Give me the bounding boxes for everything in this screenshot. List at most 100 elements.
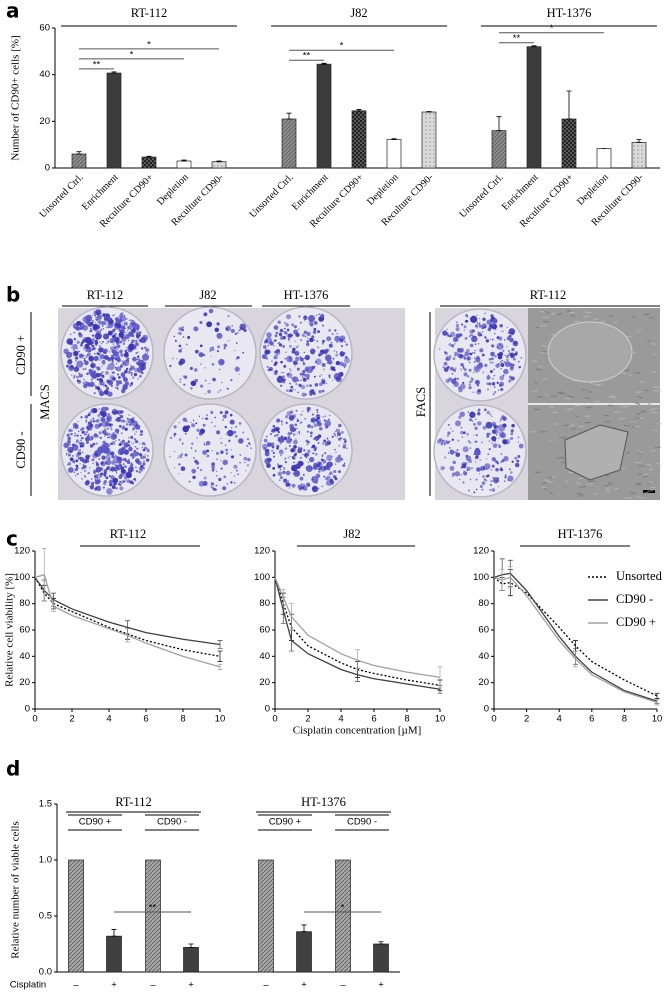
colony — [169, 364, 172, 368]
error-bar — [507, 566, 513, 589]
colony — [227, 340, 230, 342]
colony — [480, 350, 482, 353]
x-tick-label: – — [73, 980, 79, 991]
colony — [128, 414, 131, 416]
colony — [475, 458, 477, 460]
colony — [196, 437, 198, 439]
significance-label: ** — [513, 33, 521, 44]
colony — [216, 350, 220, 353]
colony — [139, 334, 141, 337]
colony — [193, 326, 199, 332]
colony — [146, 352, 149, 354]
colony — [127, 331, 134, 337]
colony — [343, 367, 346, 369]
colony — [289, 455, 291, 458]
colony — [323, 368, 325, 371]
colony — [331, 455, 333, 458]
colony — [454, 471, 460, 477]
colony — [121, 426, 126, 430]
colony — [476, 327, 479, 329]
colony — [451, 430, 454, 432]
colony — [130, 372, 133, 374]
colony — [127, 458, 130, 461]
colony — [450, 427, 452, 430]
colony — [182, 336, 185, 338]
colony — [91, 344, 95, 348]
colony — [473, 434, 475, 436]
colony — [325, 452, 327, 454]
colony — [101, 360, 106, 365]
colony — [123, 337, 126, 340]
colony — [99, 422, 103, 427]
colony — [125, 367, 129, 371]
colony — [277, 436, 280, 440]
texture — [636, 412, 641, 416]
colony — [498, 445, 502, 448]
colony — [103, 471, 107, 475]
colony — [469, 361, 471, 364]
colony — [496, 336, 500, 340]
texture — [628, 374, 632, 376]
colony — [470, 315, 478, 323]
colony — [93, 352, 96, 355]
y-tick-label: 20 — [259, 677, 270, 688]
colony — [121, 388, 126, 394]
colony — [91, 437, 94, 440]
colony — [263, 447, 267, 451]
colony — [82, 316, 89, 323]
colony — [306, 406, 311, 411]
texture — [533, 408, 541, 411]
colony — [119, 351, 122, 354]
colony — [119, 414, 121, 417]
colony — [272, 370, 274, 372]
colony — [115, 324, 118, 327]
colony — [137, 329, 139, 332]
colony — [491, 344, 495, 348]
texture — [584, 396, 591, 400]
colony — [129, 319, 132, 321]
colony — [443, 361, 448, 366]
colony — [126, 417, 130, 421]
colony — [230, 455, 235, 459]
colony — [328, 418, 330, 421]
subgroup-label: CD90 + — [79, 817, 112, 828]
colony — [338, 470, 341, 473]
colony — [222, 414, 227, 419]
colony — [508, 328, 516, 335]
colony — [331, 332, 334, 336]
colony — [500, 461, 503, 464]
colony — [129, 418, 132, 420]
colony — [318, 470, 321, 473]
colony — [119, 340, 123, 344]
colony — [68, 428, 72, 433]
colony — [191, 468, 197, 474]
colony — [84, 380, 87, 383]
colony — [322, 339, 325, 343]
colony — [454, 377, 457, 380]
colony — [493, 437, 496, 440]
colony — [305, 342, 310, 347]
colony — [500, 363, 505, 367]
colony — [81, 431, 85, 434]
colony — [506, 358, 509, 362]
colony — [80, 326, 82, 328]
colony — [99, 410, 105, 416]
colony — [313, 339, 316, 341]
colony — [277, 342, 279, 344]
colony — [105, 476, 109, 480]
plate — [259, 403, 353, 497]
colony — [478, 322, 481, 325]
colony — [514, 462, 520, 468]
colony — [143, 335, 146, 338]
colony — [200, 363, 202, 365]
panel-label: c — [6, 527, 18, 551]
colony — [115, 318, 121, 324]
colony — [249, 443, 251, 446]
colony — [83, 347, 86, 350]
texture — [648, 481, 654, 484]
colony-images: RT-112 J82 HT-1376 RT-112 CD90 + CD90 - … — [14, 288, 662, 500]
colony — [118, 424, 122, 428]
colony — [79, 353, 83, 358]
colony — [275, 427, 280, 432]
colony — [225, 327, 229, 331]
